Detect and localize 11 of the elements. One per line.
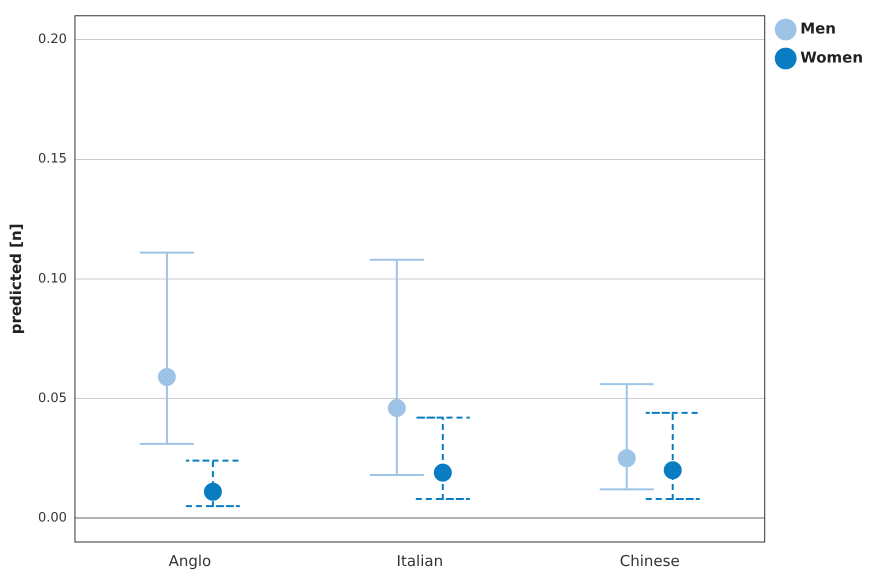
- x-tick-label: Chinese: [620, 552, 680, 570]
- x-tick-label: Italian: [396, 552, 444, 570]
- y-tick-label: 0.20: [38, 32, 67, 48]
- x-tick-label: Anglo: [168, 552, 212, 570]
- y-tick-label: 0.10: [38, 271, 67, 286]
- y-tick-label: 0.05: [38, 390, 67, 406]
- legend-label: Women: [800, 48, 864, 66]
- y-tick-label: 0.15: [38, 152, 67, 167]
- legend-label: Men: [800, 19, 836, 38]
- y-axis-title: predicted [n]: [6, 224, 25, 334]
- y-tick-label: 0.00: [38, 510, 67, 526]
